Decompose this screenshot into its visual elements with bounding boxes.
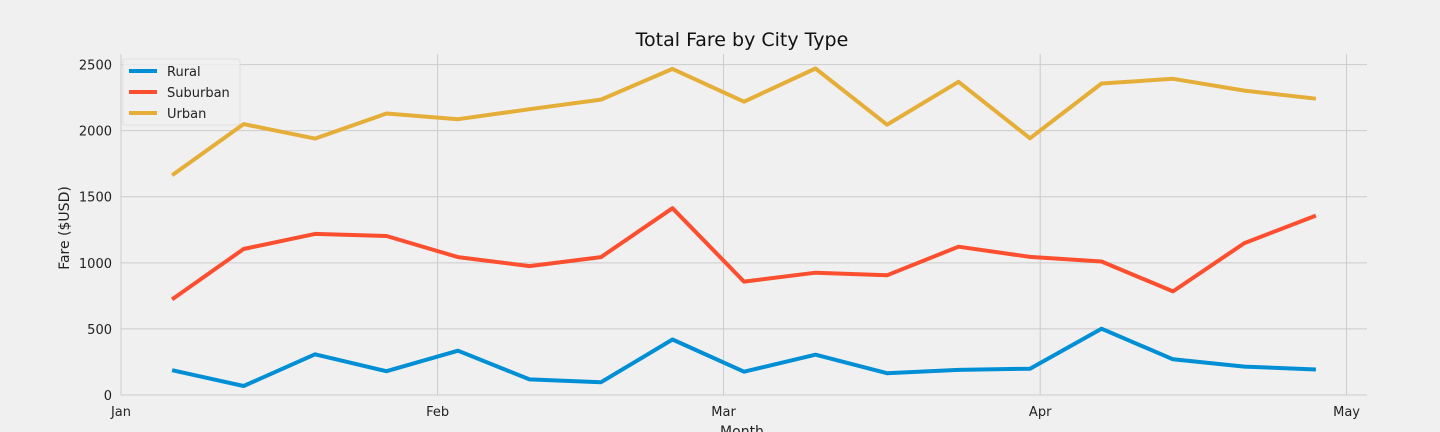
x-tick-label: Jan [110,405,131,420]
y-tick-label: 500 [87,323,112,338]
legend-label-rural: Rural [167,65,201,80]
x-axis-label: Month [720,424,764,432]
y-axis-label: Fare ($USD) [57,186,73,270]
grid [120,54,1367,396]
series-group [170,66,1317,388]
x-tick-label: Mar [711,405,736,420]
series-line-rural [171,326,1316,388]
y-tick-label: 1000 [79,257,112,272]
legend: Rural Suburban Urban [122,58,241,126]
legend-box [122,58,241,126]
series-line-urban [170,66,1317,177]
y-tick-label: 1500 [79,191,112,206]
y-tick-label: 2500 [79,59,112,74]
series-line-suburban [170,206,1317,302]
x-tick-label: Apr [1029,405,1052,420]
legend-label-suburban: Suburban [167,86,230,101]
axes [120,54,1367,396]
y-tick-label: 0 [104,389,112,404]
y-tick-label: 2000 [79,125,112,140]
x-tick-label: May [1333,405,1360,420]
chart-title: Total Fare by City Type [635,29,849,51]
tick-labels: 0 500 1000 1500 2000 2500 Jan Feb Mar Apr May [79,59,1360,420]
x-tick-label: Feb [426,405,449,420]
legend-label-urban: Urban [167,107,206,122]
